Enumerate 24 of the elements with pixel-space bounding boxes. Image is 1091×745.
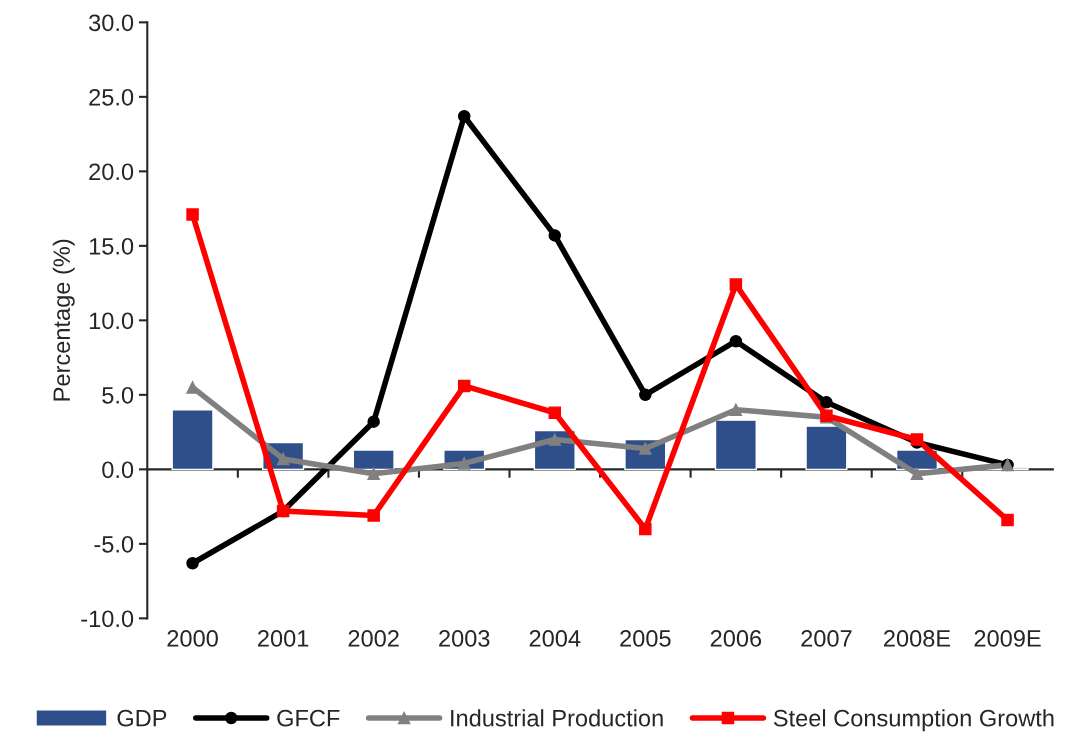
x-tick-label: 2002 (348, 630, 399, 647)
legend-label: Steel Consumption Growth (773, 709, 1054, 732)
x-tick-label: 2006 (710, 630, 762, 647)
legend-label: GDP (117, 709, 167, 727)
legend-label: Industrial Production (451, 709, 663, 727)
x-tick-label: 2005 (620, 630, 671, 647)
y-tick-label: 15.0 (89, 237, 134, 255)
y-tick-label: 20.0 (89, 163, 134, 181)
y-tick-label: 10.0 (89, 312, 134, 330)
y-tick-label: 30.0 (89, 14, 134, 32)
y-tick-label: 25.0 (89, 88, 134, 106)
y-axis-title: Percentage (%) (52, 239, 75, 401)
x-tick-label: 2000 (167, 630, 218, 647)
y-tick-label: -5.0 (94, 535, 134, 553)
x-tick-label: 2008E (884, 630, 951, 647)
x-tick-label: 2007 (801, 630, 852, 647)
x-tick-label: 2001 (258, 630, 309, 647)
x-tick-label: 2004 (529, 630, 581, 647)
y-tick-label: -10.0 (81, 610, 134, 628)
y-tick-label: 0.0 (102, 461, 134, 479)
x-tick-label: 2003 (439, 630, 490, 647)
x-tick-label: 2009E (974, 630, 1041, 647)
y-tick-label: 5.0 (102, 386, 134, 404)
legend-label: GFCF (277, 709, 340, 727)
